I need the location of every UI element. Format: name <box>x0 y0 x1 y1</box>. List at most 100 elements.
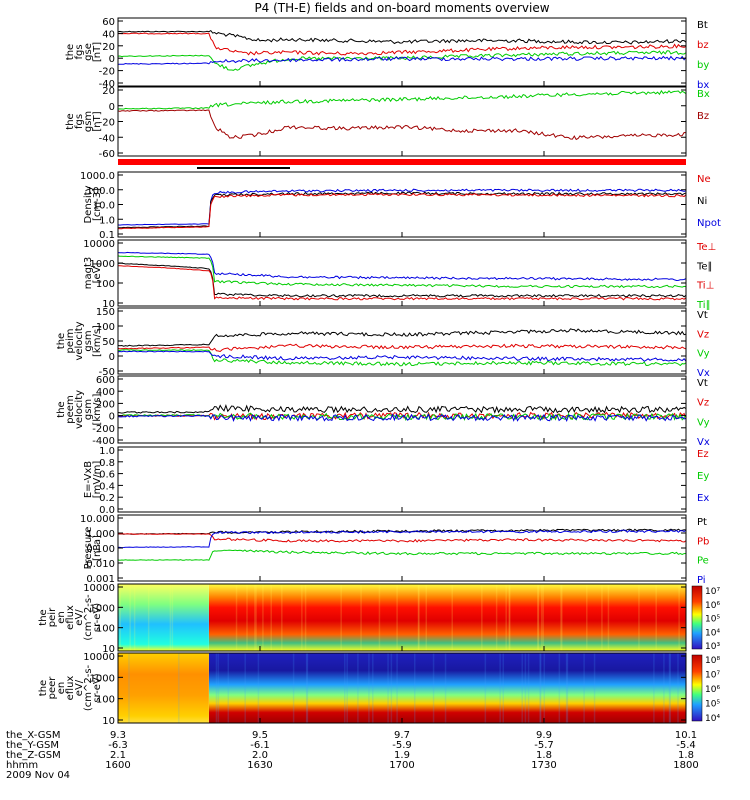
y-tick-label: -200 <box>92 424 115 435</box>
spectrogram-streak <box>147 584 150 651</box>
spectrogram-streak <box>601 584 603 651</box>
series-line-bz <box>117 32 687 56</box>
spectrogram-streak <box>678 584 680 651</box>
y-axis-label: gse <box>83 43 94 61</box>
x-axis-tick-label: 2.0 <box>252 750 268 761</box>
y-tick-label: -400 <box>92 436 115 447</box>
x-axis-tick-label: -5.9 <box>392 740 412 751</box>
colorbar <box>691 654 703 722</box>
panel-frame <box>117 17 687 87</box>
y-tick-label: 10.000 <box>80 514 115 525</box>
spectrogram-streak <box>677 653 679 723</box>
y-tick-label: 1000 <box>90 259 115 270</box>
legend-entry: Vt <box>697 310 708 321</box>
y-axis-label: en <box>56 682 67 695</box>
panel-frame <box>117 307 687 375</box>
spectrogram-streak <box>304 584 307 651</box>
spectrogram-streak <box>281 584 283 651</box>
y-tick-label: 1000 <box>90 603 115 614</box>
legend-entry: Pt <box>697 517 707 528</box>
y-axis-label: [nT] <box>92 42 103 62</box>
y-axis-label: [nT] <box>92 111 103 131</box>
x-axis-tick-label: 1.8 <box>536 750 552 761</box>
legend-entry: Vt <box>697 378 708 389</box>
spectrogram-streak <box>561 584 563 651</box>
x-axis-tick-label: -5.4 <box>676 740 696 751</box>
spectrogram-streak <box>255 584 257 651</box>
y-axis-label: the <box>56 401 67 417</box>
spectrogram-streak <box>346 653 348 723</box>
spectrogram-streak <box>129 584 131 651</box>
x-axis-tick-label: 9.5 <box>252 730 268 741</box>
y-axis-label: peir <box>47 607 58 627</box>
panel-frame <box>117 514 687 582</box>
x-axis-tick-label: 1730 <box>531 760 556 771</box>
spectrogram-streak <box>527 653 530 723</box>
spectrogram-main <box>208 653 686 723</box>
series-line-Vt <box>117 328 687 347</box>
spectrogram-streak <box>390 653 393 723</box>
y-tick-label: 10.0 <box>93 201 115 212</box>
spectrogram-streak <box>669 653 672 723</box>
spectrogram-streak <box>495 584 498 651</box>
spectrogram-streak <box>566 653 569 723</box>
x-axis-tick-label: 9.9 <box>536 730 552 741</box>
legend-entry: by <box>697 60 709 71</box>
y-axis-label: [cm-3] <box>92 188 103 221</box>
y-axis-label: Density <box>83 185 94 223</box>
legend-entry: bx <box>697 80 709 91</box>
y-axis-label: eflux <box>65 676 76 701</box>
spectrogram-streak <box>262 584 264 651</box>
y-axis-label: [km/s] <box>92 325 103 357</box>
legend-entry: Ti∥ <box>696 300 711 311</box>
spectrogram-streak <box>481 584 483 651</box>
y-tick-label: 0.0 <box>99 505 115 516</box>
spectrogram-streak <box>340 584 342 651</box>
y-axis-label: the <box>38 609 49 625</box>
spectrogram-streak <box>413 653 416 723</box>
y-axis-label: the <box>65 44 76 60</box>
colorbar-tick-label: 10⁵ <box>705 700 720 710</box>
panel-frame <box>117 375 687 444</box>
spectrogram-streak <box>301 584 303 651</box>
spectrogram-streak <box>417 584 420 651</box>
spectrogram-streak <box>432 653 435 723</box>
legend-entry: bz <box>697 40 709 51</box>
x-axis-tick-label: -6.3 <box>108 740 128 751</box>
spectrogram-streak <box>292 653 295 723</box>
spectrogram-streak <box>169 584 172 651</box>
legend-entry: Npot <box>697 218 721 229</box>
x-axis-date: 2009 Nov 04 <box>6 770 70 781</box>
legend-entry: Bz <box>697 111 709 122</box>
colorbar-tick-label: 10³ <box>705 642 720 652</box>
series-line-Vt <box>117 403 687 414</box>
y-tick-label: 50 <box>102 337 115 348</box>
legend-entry: Ex <box>697 493 709 504</box>
y-axis-label: [nPa] <box>92 535 103 561</box>
y-tick-label: 10 <box>102 716 115 727</box>
series-line-Te∥ <box>117 262 687 298</box>
series-line-Pt <box>118 528 687 535</box>
x-axis-row-label: the_Y-GSM <box>6 740 59 751</box>
y-tick-label: 100 <box>96 322 115 333</box>
y-tick-label: 20 <box>102 42 115 53</box>
spectrogram-streak <box>387 653 389 723</box>
y-axis-label: en <box>56 611 67 624</box>
spectrogram-pre <box>118 584 209 651</box>
spectrogram-streak <box>178 653 180 723</box>
y-tick-label: 1000.0 <box>80 171 115 182</box>
y-tick-label: 100 <box>96 279 115 290</box>
spectrogram-streak <box>425 584 428 651</box>
y-tick-label: 0 <box>109 102 115 113</box>
y-tick-label: -20 <box>99 67 115 78</box>
x-axis-tick-label: -6.1 <box>250 740 270 751</box>
spectrogram-streak <box>378 584 381 651</box>
y-tick-label: 10 <box>102 644 115 655</box>
series-line-Bz <box>117 109 687 141</box>
legend-entry: Pi <box>697 575 706 586</box>
x-axis-row-label: the_X-GSM <box>6 730 60 741</box>
spectrogram-streak <box>508 584 510 651</box>
series-line-Bt <box>117 29 687 45</box>
